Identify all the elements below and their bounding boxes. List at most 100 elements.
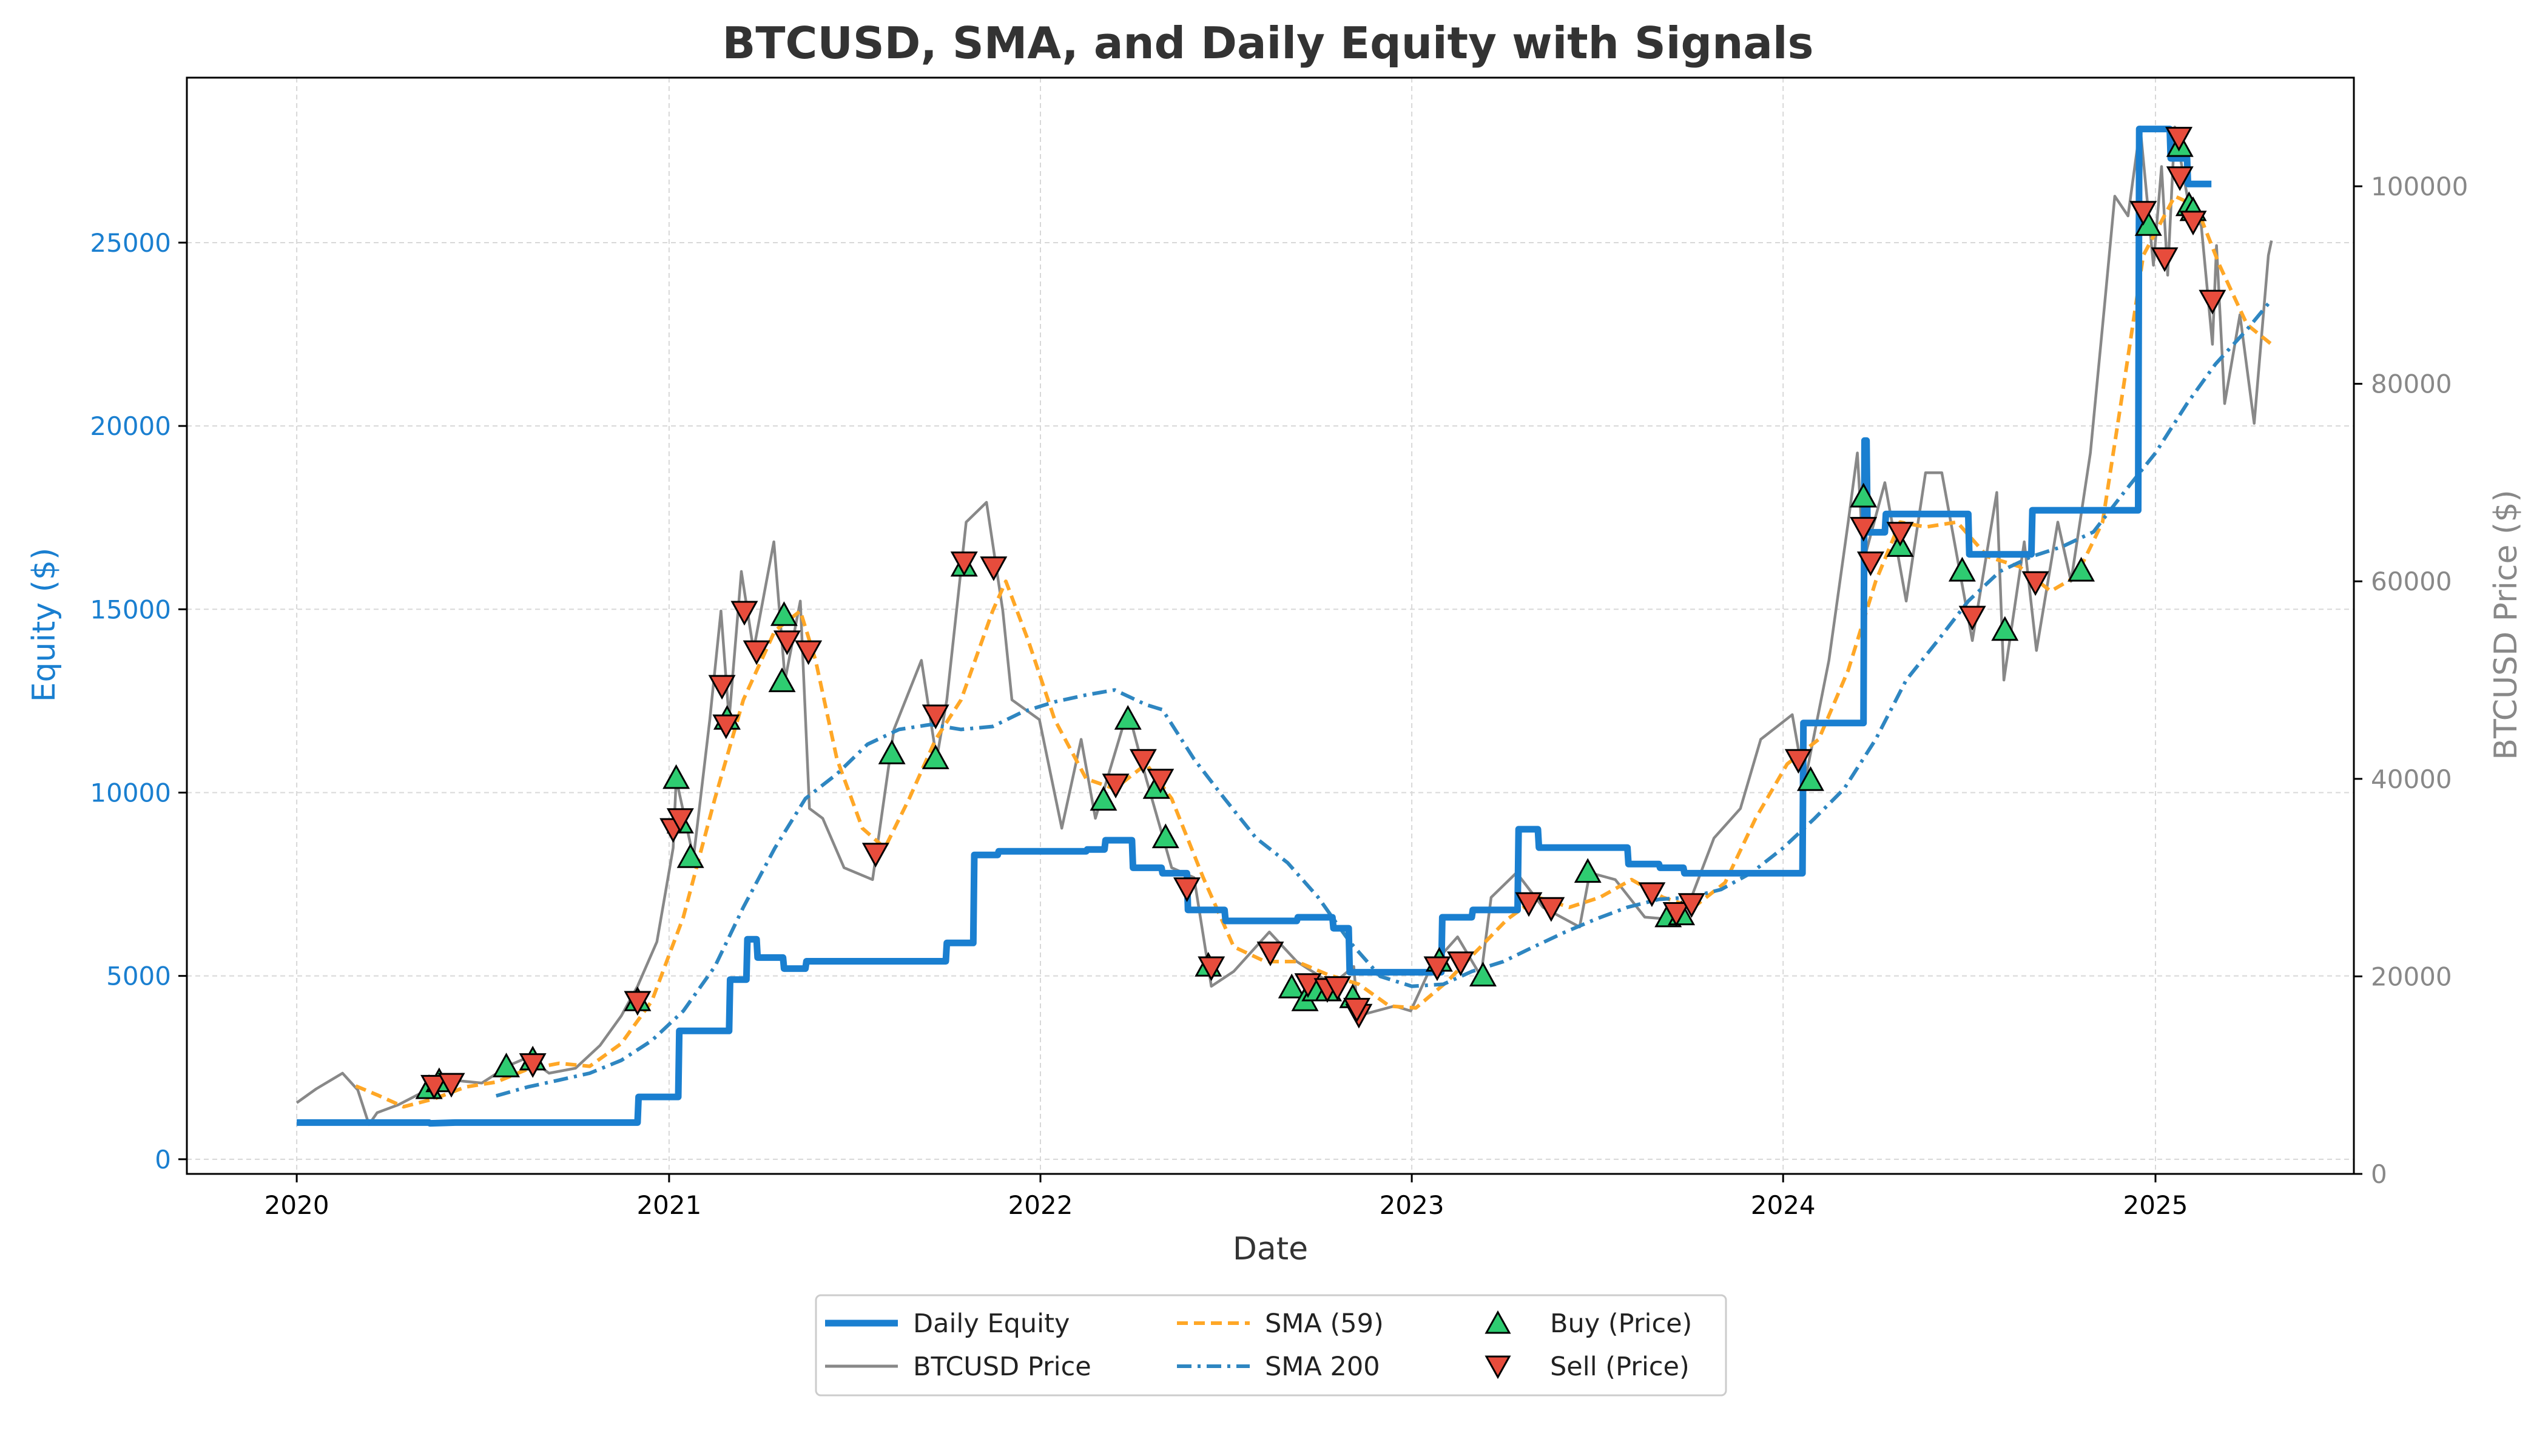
sell-marker <box>666 808 694 834</box>
sell-marker <box>1677 893 1705 918</box>
sell-marker <box>2199 289 2226 315</box>
y-right-tick-label: 60000 <box>2371 567 2452 596</box>
x-tick-label: 2025 <box>2123 1190 2188 1220</box>
buy-marker <box>2134 211 2162 236</box>
sell-marker <box>1515 892 1543 917</box>
buy-marker <box>768 667 796 692</box>
sell-marker <box>773 630 801 656</box>
y-left-tick-label: 0 <box>155 1145 171 1175</box>
y-right-tick-label: 80000 <box>2371 369 2452 399</box>
series-line-sma-59 <box>355 194 2273 1109</box>
y-right-tick-label: 0 <box>2371 1159 2387 1189</box>
buy-marker <box>1151 823 1179 849</box>
x-tick-label: 2024 <box>1751 1190 1816 1220</box>
buy-marker <box>1114 705 1142 730</box>
legend-swatch-buy <box>1485 1310 1511 1334</box>
series-line-sma-200 <box>495 298 2273 1098</box>
buy-marker <box>1574 858 1602 883</box>
sell-marker <box>1886 522 1914 547</box>
sell-marker <box>437 1073 465 1098</box>
sell-marker <box>2179 211 2207 236</box>
sell-marker <box>420 1074 448 1100</box>
sell-marker <box>2166 166 2194 191</box>
legend-label-btcusd-price: BTCUSD Price <box>913 1352 1091 1382</box>
sell-marker <box>2021 571 2049 596</box>
sell-marker <box>1102 774 1130 799</box>
y-left-tick-label: 25000 <box>90 228 171 258</box>
right-y-axis-label: BTCUSD Price ($) <box>2488 490 2524 760</box>
sell-marker <box>1638 882 1666 908</box>
legend-label-buy: Buy (Price) <box>1550 1309 1692 1339</box>
legend-label-sma-59: SMA (59) <box>1265 1309 1384 1339</box>
x-tick-label: 2020 <box>265 1190 329 1220</box>
sell-marker <box>922 704 949 730</box>
x-tick-label: 2021 <box>636 1190 701 1220</box>
buy-marker <box>922 744 949 769</box>
y-right-tick-label: 100000 <box>2371 172 2468 201</box>
y-left-tick-label: 15000 <box>90 595 171 624</box>
sell-marker <box>795 640 823 666</box>
y-right-tick-label: 40000 <box>2371 764 2452 794</box>
sell-marker <box>1173 877 1201 903</box>
sell-marker <box>861 843 889 868</box>
buy-marker <box>1090 786 1117 811</box>
sell-marker <box>1256 942 1284 966</box>
buy-marker <box>662 764 690 789</box>
sell-marker <box>1662 902 1690 927</box>
sell-marker <box>712 714 740 740</box>
legend-swatch-sell <box>1485 1355 1511 1380</box>
series-layer <box>295 126 2273 1127</box>
sell-marker <box>1198 956 1225 982</box>
sell-marker <box>2129 201 2157 226</box>
buy-marker <box>2068 556 2095 582</box>
plot-frame <box>186 76 2355 1175</box>
sell-marker <box>1423 956 1451 982</box>
sell-marker <box>1324 976 1352 1001</box>
sell-marker <box>1343 997 1371 1023</box>
x-tick-label: 2023 <box>1380 1190 1444 1220</box>
y-left-tick-label: 5000 <box>106 962 171 991</box>
y-left-tick-label: 20000 <box>90 411 171 441</box>
buy-marker <box>1850 482 1878 508</box>
x-axis: 2020 2021 2022 2023 2024 2025 <box>265 1174 2188 1220</box>
sell-marker <box>950 551 978 576</box>
right-y-axis: 0 20000 40000 60000 80000 100000 <box>2354 172 2468 1189</box>
sell-marker <box>1958 605 1986 631</box>
sell-marker <box>2151 247 2179 272</box>
sell-marker <box>1294 973 1322 998</box>
sell-marker <box>1856 551 1884 576</box>
buy-marker <box>1948 556 1976 582</box>
legend-label-sell: Sell (Price) <box>1550 1352 1690 1382</box>
series-line-daily-equity <box>297 126 2212 1127</box>
marker-layer <box>415 127 2226 1100</box>
x-axis-label: Date <box>1233 1231 1308 1267</box>
y-left-tick-label: 10000 <box>90 778 171 807</box>
left-y-axis: 0 5000 10000 15000 20000 25000 <box>90 228 187 1175</box>
buy-marker <box>1796 766 1824 791</box>
sell-marker <box>1784 749 1812 774</box>
buy-marker <box>1278 973 1306 999</box>
sell-marker <box>730 601 758 626</box>
buy-marker <box>676 843 704 868</box>
sell-marker <box>1147 769 1175 794</box>
sell-marker <box>708 675 736 700</box>
legend: Daily Equity BTCUSD Price SMA (59) SMA 2… <box>815 1294 1727 1397</box>
sell-marker <box>1129 749 1157 774</box>
buy-marker <box>878 739 906 764</box>
grid <box>187 78 2354 1174</box>
y-right-tick-label: 20000 <box>2371 962 2452 991</box>
buy-marker <box>493 1053 521 1077</box>
sell-marker <box>1447 951 1475 977</box>
left-y-axis-label: Equity ($) <box>26 548 62 703</box>
series-line-btcusd-price <box>295 126 2273 1126</box>
chart-title: BTCUSD, SMA, and Daily Equity with Signa… <box>723 18 1814 69</box>
sell-marker <box>2165 127 2193 152</box>
legend-label-daily-equity: Daily Equity <box>913 1309 1070 1339</box>
sell-marker <box>624 991 652 1016</box>
sell-marker <box>743 640 770 666</box>
buy-marker <box>770 601 798 626</box>
sell-marker <box>980 556 1008 581</box>
legend-label-sma-200: SMA 200 <box>1265 1352 1380 1382</box>
x-tick-label: 2022 <box>1008 1190 1073 1220</box>
